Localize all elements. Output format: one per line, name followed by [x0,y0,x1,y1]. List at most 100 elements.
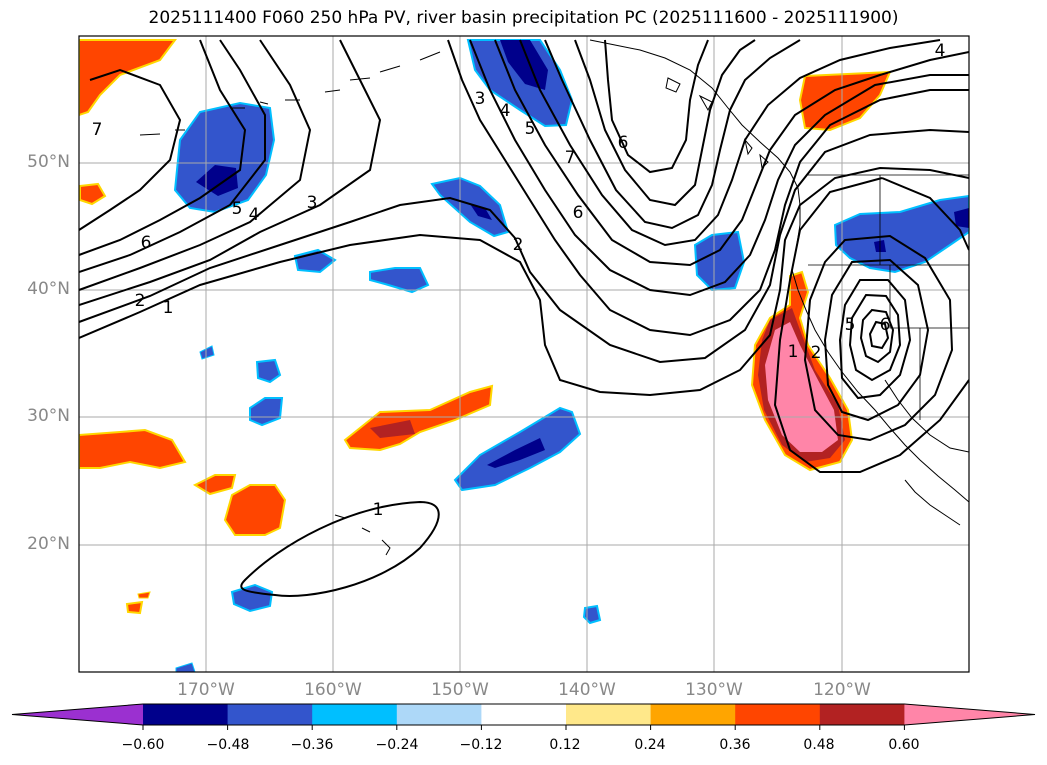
contour-label: 1 [373,500,384,520]
pv-contour [240,500,440,597]
pv-contour [859,308,895,364]
contour-label: 2 [513,235,524,255]
contour-label: 2 [811,343,822,363]
pv-contour [848,293,902,382]
lon-label-130w: 130°W [685,680,743,700]
precip-anomaly [173,101,276,214]
contour-label: 5 [232,199,243,219]
colorbar-tick-label: −0.12 [459,737,503,753]
pv-contour [79,39,266,273]
precip-negative-shading [173,39,969,672]
precip-anomaly [470,204,492,220]
precip-anomaly [230,583,274,613]
precip-anomaly [255,358,282,384]
pv-contour [79,128,969,364]
precip-anomaly [833,194,969,274]
colorbar-tick-label: −0.36 [290,737,334,753]
lon-label-160w: 160°W [304,680,362,700]
precip-anomaly [223,484,287,536]
precip-anomaly [582,604,602,625]
contour-label: 1 [163,298,174,318]
colorbar-segment [396,704,482,725]
pv-contour [838,279,912,400]
contour-label: 6 [141,233,152,253]
pv-contour [519,39,941,247]
pv-contour [494,39,969,267]
pv-contour [544,39,801,230]
colorbar-tick-label: 0.24 [634,737,666,753]
colorbar-segment [227,704,313,725]
precip-anomaly [487,438,545,468]
colorbar-tick-label: −0.24 [375,737,419,753]
contour-label: 5 [845,315,856,335]
contour-label: 3 [475,89,486,109]
pv-contour [574,39,756,207]
precip-anomaly [79,39,177,117]
contour-label: 4 [500,101,511,121]
pv-contours [79,39,969,597]
pv-contour [773,177,969,473]
contour-label: 6 [618,133,629,153]
colorbar-tick-label: 0.36 [719,737,751,753]
pv-contour [469,39,969,297]
colorbar-tick-label: −0.60 [121,737,165,753]
islands [665,77,769,170]
state-borders [808,174,969,420]
plot-frame [78,35,970,673]
colorbar-tick-label: 0.60 [888,737,920,753]
lon-label-140w: 140°W [558,680,616,700]
pv-contour [868,320,890,350]
contour-label: 6 [573,203,584,223]
colorbar-segment [650,704,736,725]
contour-label: 7 [565,148,576,168]
lat-label-30n: 30°N [27,406,70,426]
gulf-of-california-coast [884,379,969,453]
precip-anomaly [370,420,415,438]
pv-contour [803,234,954,442]
precip-anomaly [369,267,430,294]
precip-anomaly [430,176,510,238]
pv-contour [447,39,969,337]
contour-label: 4 [249,205,260,225]
lat-label-40n: 40°N [27,279,70,299]
precip-anomaly [249,397,284,427]
precip-anomaly [192,474,237,496]
colorbar-extend-min [12,704,143,725]
colorbar-segment [735,704,821,725]
precip-anomaly [765,322,838,452]
pv-contour [79,39,247,256]
colorbar-tick-label: 0.48 [803,737,835,753]
pv-contour [823,258,930,422]
hawaii [334,514,391,556]
pv-contour [79,39,312,291]
lon-label-120w: 120°W [813,680,871,700]
contour-label: 5 [525,119,536,139]
contour-labels: 7 6 2 1 5 4 3 3 4 5 7 6 2 6 4 1 1 2 5 6 [92,41,946,520]
precip-anomaly [79,182,107,206]
colorbar-segment [143,704,229,725]
colorbar [11,703,1036,730]
contour-label: 6 [880,315,891,335]
lat-label-20n: 20°N [27,534,70,554]
lon-label-170w: 170°W [177,680,235,700]
pv-contour [604,39,709,174]
pv-contour [79,39,382,306]
precip-anomaly [175,662,196,672]
precip-anomaly [199,345,215,360]
pv-contour [79,166,969,397]
contour-label: 4 [935,41,946,61]
contour-label: 2 [135,291,146,311]
map-title: 2025111400 F060 250 hPa PV, river basin … [148,8,899,28]
contour-label: 3 [307,193,318,213]
lon-label-150w: 150°W [431,680,489,700]
contour-label: 7 [92,120,103,140]
lat-label-50n: 50°N [27,152,70,172]
precip-anomaly [466,39,574,128]
colorbar-segment [481,704,567,725]
colorbar-segment [566,704,652,725]
colorbar-extend-max [904,704,1035,725]
precip-anomaly [79,428,187,470]
colorbar-tick-label: 0.12 [549,737,581,753]
colorbar-segment [312,704,398,725]
